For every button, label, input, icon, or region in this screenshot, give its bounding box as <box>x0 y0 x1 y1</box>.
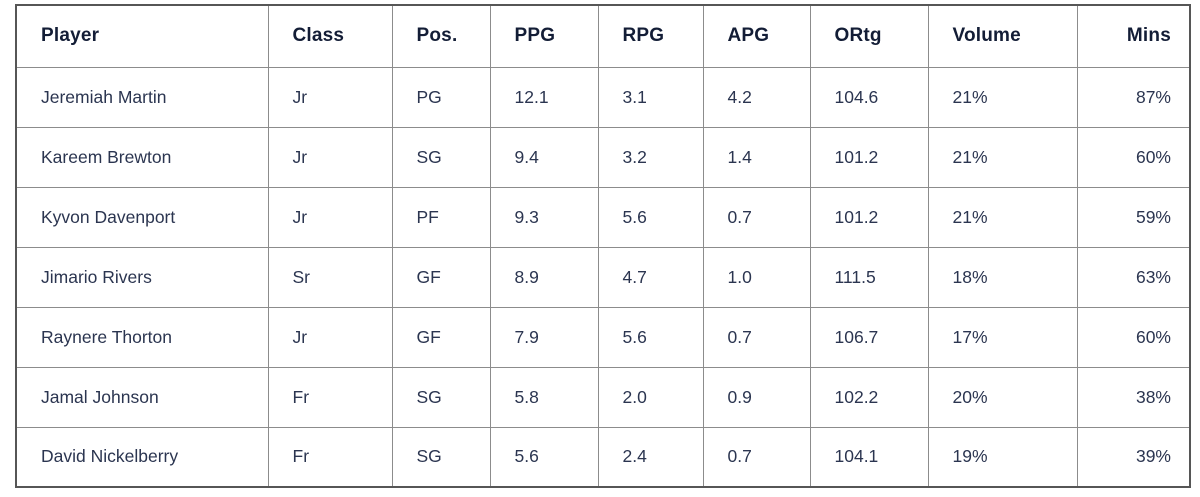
cell-rpg: 2.0 <box>597 366 704 428</box>
cell-apg: 0.9 <box>702 366 811 428</box>
cell-ortg: 111.5 <box>809 246 929 308</box>
cell-player: Jeremiah Martin <box>15 66 269 128</box>
cell-ortg: 101.2 <box>809 186 929 248</box>
cell-pos: SG <box>391 366 491 428</box>
cell-apg: 0.7 <box>702 306 811 368</box>
cell-pos: GF <box>391 306 491 368</box>
cell-mins: 63% <box>1076 246 1191 308</box>
player-stats-table: Player Class Pos. PPG RPG APG ORtg Volume Mins J… <box>15 4 1191 488</box>
cell-rpg: 4.7 <box>597 246 704 308</box>
cell-pos: PG <box>391 66 491 128</box>
cell-mins: 87% <box>1076 66 1191 128</box>
cell-pos: SG <box>391 126 491 188</box>
cell-mins: 60% <box>1076 306 1191 368</box>
table-row: Raynere Thorton Jr GF 7.9 5.6 0.7 106.7 17% 60% <box>15 306 1191 368</box>
cell-player: Jamal Johnson <box>15 366 269 428</box>
cell-ortg: 104.6 <box>809 66 929 128</box>
column-header-ppg: PPG <box>489 4 599 68</box>
cell-apg: 0.7 <box>702 186 811 248</box>
cell-ppg: 5.6 <box>489 426 599 488</box>
cell-class: Fr <box>267 366 393 428</box>
table-header: Player Class Pos. PPG RPG APG ORtg Volume Mins <box>15 4 1191 68</box>
cell-player: Jimario Rivers <box>15 246 269 308</box>
cell-ppg: 9.3 <box>489 186 599 248</box>
cell-pos: PF <box>391 186 491 248</box>
cell-class: Sr <box>267 246 393 308</box>
cell-pos: SG <box>391 426 491 488</box>
cell-rpg: 2.4 <box>597 426 704 488</box>
cell-ortg: 104.1 <box>809 426 929 488</box>
table-row: Kareem Brewton Jr SG 9.4 3.2 1.4 101.2 21% 60% <box>15 126 1191 188</box>
cell-player: Kyvon Davenport <box>15 186 269 248</box>
column-header-class: Class <box>267 4 393 68</box>
table-row: Kyvon Davenport Jr PF 9.3 5.6 0.7 101.2 21% 59% <box>15 186 1191 248</box>
cell-mins: 59% <box>1076 186 1191 248</box>
cell-mins: 60% <box>1076 126 1191 188</box>
cell-player: Raynere Thorton <box>15 306 269 368</box>
cell-volume: 21% <box>927 126 1078 188</box>
header-row: Player Class Pos. PPG RPG APG ORtg Volume Mins <box>15 4 1191 68</box>
cell-ppg: 5.8 <box>489 366 599 428</box>
cell-volume: 20% <box>927 366 1078 428</box>
cell-apg: 1.4 <box>702 126 811 188</box>
cell-ortg: 106.7 <box>809 306 929 368</box>
cell-class: Jr <box>267 186 393 248</box>
cell-ortg: 101.2 <box>809 126 929 188</box>
column-header-ortg: ORtg <box>809 4 929 68</box>
cell-class: Jr <box>267 306 393 368</box>
column-header-player: Player <box>15 4 269 68</box>
cell-player: David Nickelberry <box>15 426 269 488</box>
cell-rpg: 3.2 <box>597 126 704 188</box>
column-header-volume: Volume <box>927 4 1078 68</box>
cell-ortg: 102.2 <box>809 366 929 428</box>
player-stats-table-wrapper: Player Class Pos. PPG RPG APG ORtg Volume Mins J… <box>15 4 1191 488</box>
table-row: Jeremiah Martin Jr PG 12.1 3.1 4.2 104.6 21% 87% <box>15 66 1191 128</box>
cell-volume: 21% <box>927 186 1078 248</box>
cell-volume: 17% <box>927 306 1078 368</box>
cell-volume: 21% <box>927 66 1078 128</box>
table-body: Jeremiah Martin Jr PG 12.1 3.1 4.2 104.6 21% 87%… <box>15 66 1191 488</box>
cell-mins: 39% <box>1076 426 1191 488</box>
cell-apg: 0.7 <box>702 426 811 488</box>
cell-class: Jr <box>267 66 393 128</box>
cell-apg: 1.0 <box>702 246 811 308</box>
cell-class: Jr <box>267 126 393 188</box>
column-header-rpg: RPG <box>597 4 704 68</box>
cell-rpg: 5.6 <box>597 306 704 368</box>
cell-class: Fr <box>267 426 393 488</box>
table-row: Jimario Rivers Sr GF 8.9 4.7 1.0 111.5 18% 63% <box>15 246 1191 308</box>
cell-volume: 19% <box>927 426 1078 488</box>
table-row: David Nickelberry Fr SG 5.6 2.4 0.7 104.1 19% 39… <box>15 426 1191 488</box>
cell-rpg: 3.1 <box>597 66 704 128</box>
cell-ppg: 8.9 <box>489 246 599 308</box>
cell-rpg: 5.6 <box>597 186 704 248</box>
cell-mins: 38% <box>1076 366 1191 428</box>
cell-ppg: 7.9 <box>489 306 599 368</box>
column-header-mins: Mins <box>1076 4 1191 68</box>
cell-pos: GF <box>391 246 491 308</box>
column-header-pos: Pos. <box>391 4 491 68</box>
table-row: Jamal Johnson Fr SG 5.8 2.0 0.9 102.2 20% 38% <box>15 366 1191 428</box>
cell-player: Kareem Brewton <box>15 126 269 188</box>
cell-apg: 4.2 <box>702 66 811 128</box>
cell-ppg: 9.4 <box>489 126 599 188</box>
column-header-apg: APG <box>702 4 811 68</box>
cell-ppg: 12.1 <box>489 66 599 128</box>
cell-volume: 18% <box>927 246 1078 308</box>
